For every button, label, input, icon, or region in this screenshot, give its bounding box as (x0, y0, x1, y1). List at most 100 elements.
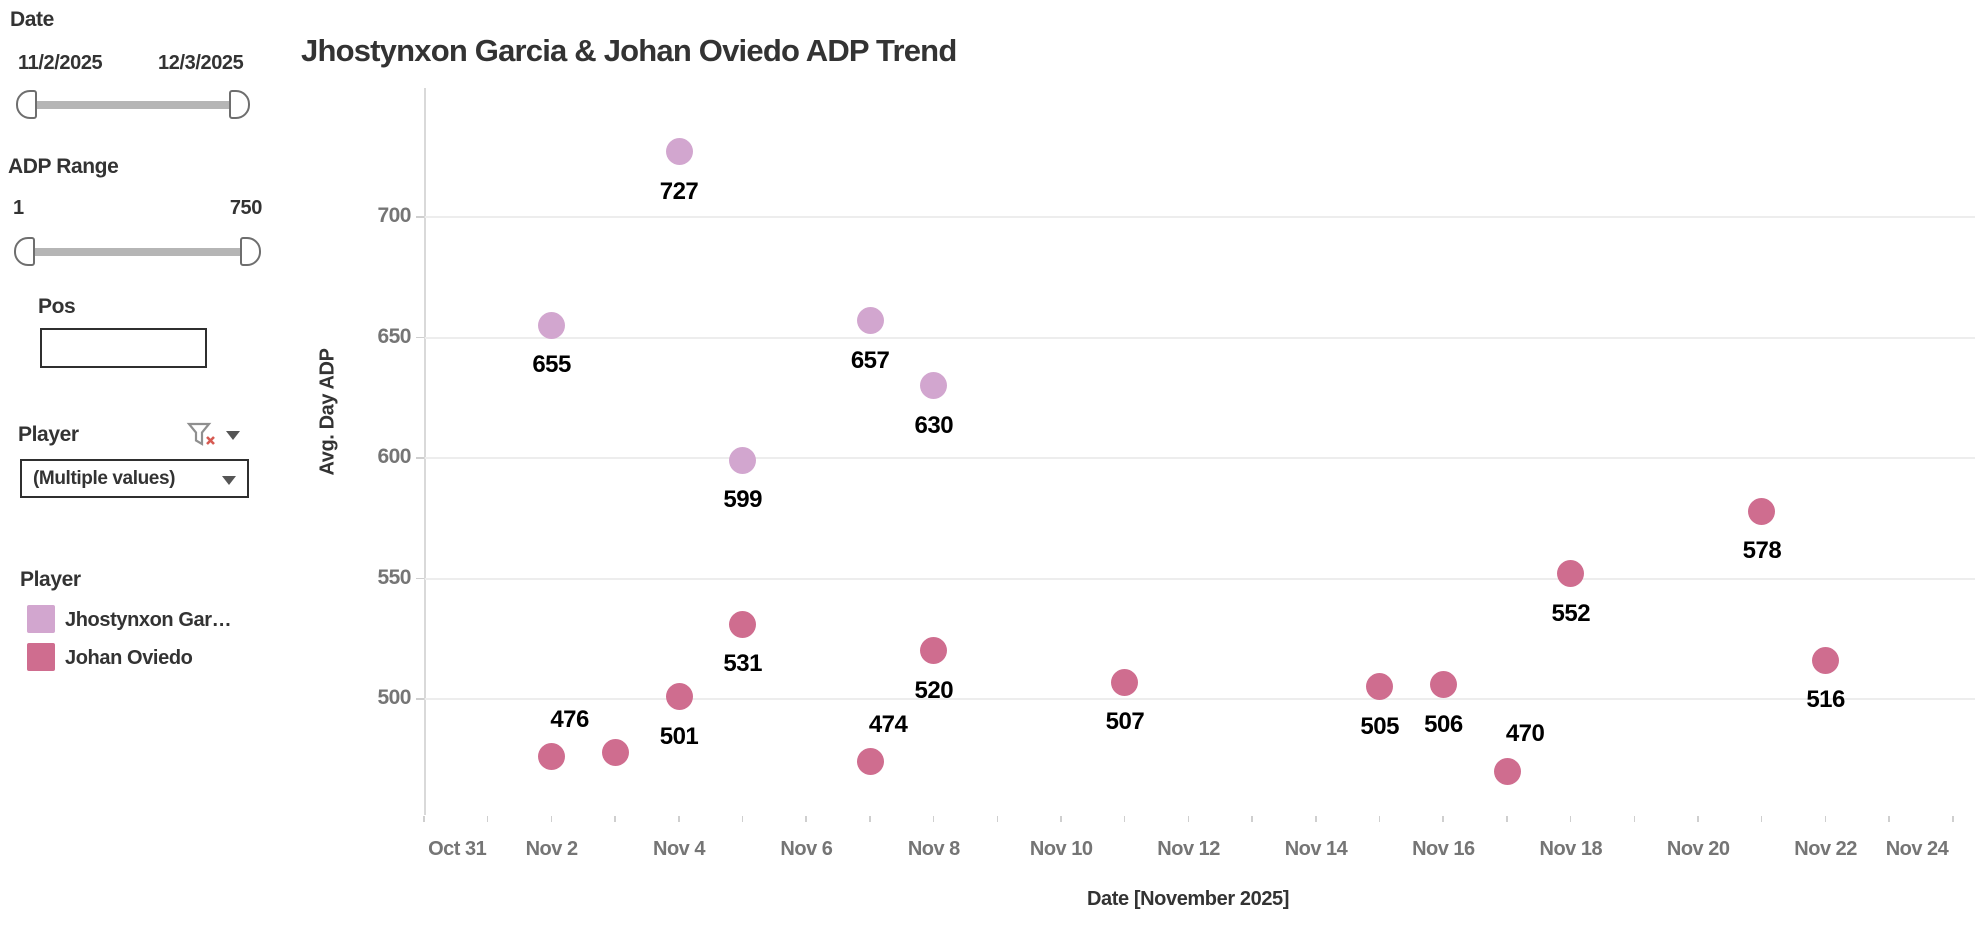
y-tick-mark (416, 336, 424, 338)
y-gridline (425, 698, 1975, 700)
slider-right-handle[interactable] (229, 90, 250, 119)
player-filter-dropdown[interactable]: (Multiple values) (20, 459, 249, 498)
y-tick-mark (416, 216, 424, 218)
y-tick-label: 700 (377, 204, 411, 227)
x-tick-mark (1123, 816, 1126, 822)
point-johan-oviedo-nov-22[interactable] (1812, 646, 1840, 674)
x-tick-mark (1952, 816, 1954, 822)
x-tick-mark (869, 816, 871, 822)
legend-label-jhostynxon-garcia[interactable]: Jhostynxon Gar… (65, 609, 232, 631)
legend-swatch-johan-oviedo[interactable] (27, 643, 55, 671)
player-filter-menu-caret-icon[interactable] (226, 431, 240, 440)
y-tick-mark (416, 577, 424, 579)
x-tick-label: Nov 20 (1666, 838, 1730, 860)
data-point-label: 476 (550, 705, 589, 733)
point-johan-oviedo-nov-3[interactable] (601, 738, 629, 766)
x-tick-mark (486, 816, 489, 822)
y-gridline (425, 336, 1975, 339)
data-point-label: 516 (1806, 686, 1845, 714)
point-jhostynxon-garcia-nov-7[interactable] (856, 307, 884, 335)
slider-right-handle[interactable] (240, 237, 261, 266)
data-point-label: 630 (914, 411, 954, 439)
data-point-label: 501 (659, 722, 699, 750)
data-point-label: 578 (1742, 537, 1782, 565)
x-tick-mark (1824, 816, 1827, 822)
date-range-slider[interactable] (16, 89, 250, 121)
y-gridline (425, 457, 1975, 459)
x-tick-label: Nov 18 (1539, 838, 1603, 860)
adp-range-min-value: 1 (13, 197, 24, 219)
point-johan-oviedo-nov-5[interactable] (729, 610, 757, 638)
pos-filter-title: Pos (38, 295, 76, 318)
point-johan-oviedo-nov-4[interactable] (665, 683, 693, 711)
point-johan-oviedo-nov-18[interactable] (1557, 560, 1585, 588)
data-point-label: 474 (868, 710, 908, 738)
point-jhostynxon-garcia-nov-2[interactable] (538, 311, 566, 339)
data-point-label: 727 (659, 177, 699, 205)
x-tick-mark (1442, 816, 1444, 822)
slider-track[interactable] (23, 248, 252, 256)
x-tick-label: Nov 22 (1794, 838, 1857, 860)
x-tick-mark (678, 816, 680, 822)
point-johan-oviedo-nov-11[interactable] (1111, 668, 1139, 696)
filter-funnel-x-icon[interactable] (186, 421, 218, 449)
point-johan-oviedo-nov-15[interactable] (1366, 673, 1394, 701)
data-point-label: 655 (532, 351, 571, 379)
y-tick-label: 500 (377, 686, 411, 709)
legend-label-johan-oviedo[interactable]: Johan Oviedo (65, 647, 193, 669)
x-tick-mark (1760, 816, 1763, 822)
legend-swatch-jhostynxon-garcia[interactable] (27, 605, 55, 633)
y-gridline (425, 216, 1975, 218)
point-johan-oviedo-nov-16[interactable] (1429, 671, 1457, 699)
x-tick-mark (1633, 816, 1635, 822)
x-tick-label: Nov 4 (653, 838, 705, 860)
point-johan-oviedo-nov-21[interactable] (1748, 497, 1776, 525)
slider-left-handle[interactable] (16, 90, 37, 119)
point-jhostynxon-garcia-nov-4[interactable] (665, 138, 693, 166)
x-tick-label: Nov 16 (1412, 838, 1475, 860)
player-filter-title: Player (18, 423, 79, 446)
x-tick-mark (932, 816, 935, 822)
data-point-label: 507 (1105, 708, 1145, 736)
x-tick-label: Oct 31 (428, 838, 487, 860)
y-tick-mark (416, 698, 424, 700)
x-tick-label: Nov 10 (1029, 838, 1093, 860)
point-johan-oviedo-nov-2[interactable] (538, 743, 566, 771)
dropdown-caret-icon (222, 476, 236, 485)
x-tick-label: Nov 2 (525, 838, 578, 860)
data-point-label: 599 (723, 486, 762, 514)
x-tick-mark (614, 816, 616, 822)
x-tick-mark (1187, 816, 1190, 822)
x-tick-mark (1888, 816, 1890, 822)
data-point-label: 552 (1551, 599, 1591, 627)
data-point-label: 470 (1505, 720, 1545, 748)
x-tick-mark (550, 816, 553, 822)
data-point-label: 657 (850, 346, 890, 374)
chart-title: Jhostynxon Garcia & Johan Oviedo ADP Tre… (301, 33, 957, 68)
y-gridline (425, 577, 1975, 580)
pos-filter-input[interactable] (40, 328, 207, 368)
point-johan-oviedo-nov-8[interactable] (920, 637, 948, 665)
slider-track[interactable] (25, 101, 241, 109)
point-johan-oviedo-nov-17[interactable] (1493, 757, 1521, 785)
point-jhostynxon-garcia-nov-8[interactable] (920, 372, 948, 400)
adp-range-slider[interactable] (14, 236, 261, 268)
x-tick-label: Nov 14 (1284, 838, 1348, 860)
point-johan-oviedo-nov-7[interactable] (856, 748, 884, 776)
date-filter-start-value: 11/2/2025 (18, 52, 103, 74)
data-point-label: 506 (1424, 710, 1463, 738)
point-jhostynxon-garcia-nov-5[interactable] (729, 446, 757, 474)
x-tick-mark (1315, 816, 1317, 822)
x-tick-label: Nov 8 (907, 838, 960, 860)
x-tick-mark (1569, 816, 1572, 822)
y-tick-label: 550 (377, 565, 411, 589)
y-tick-label: 650 (377, 324, 411, 348)
x-tick-mark (1251, 816, 1253, 822)
data-point-label: 505 (1360, 712, 1399, 740)
player-filter-selected-value: (Multiple values) (33, 467, 176, 489)
adp-range-max-value: 750 (229, 197, 263, 219)
x-axis-title: Date [November 2025] (1086, 888, 1290, 910)
slider-left-handle[interactable] (14, 237, 35, 266)
